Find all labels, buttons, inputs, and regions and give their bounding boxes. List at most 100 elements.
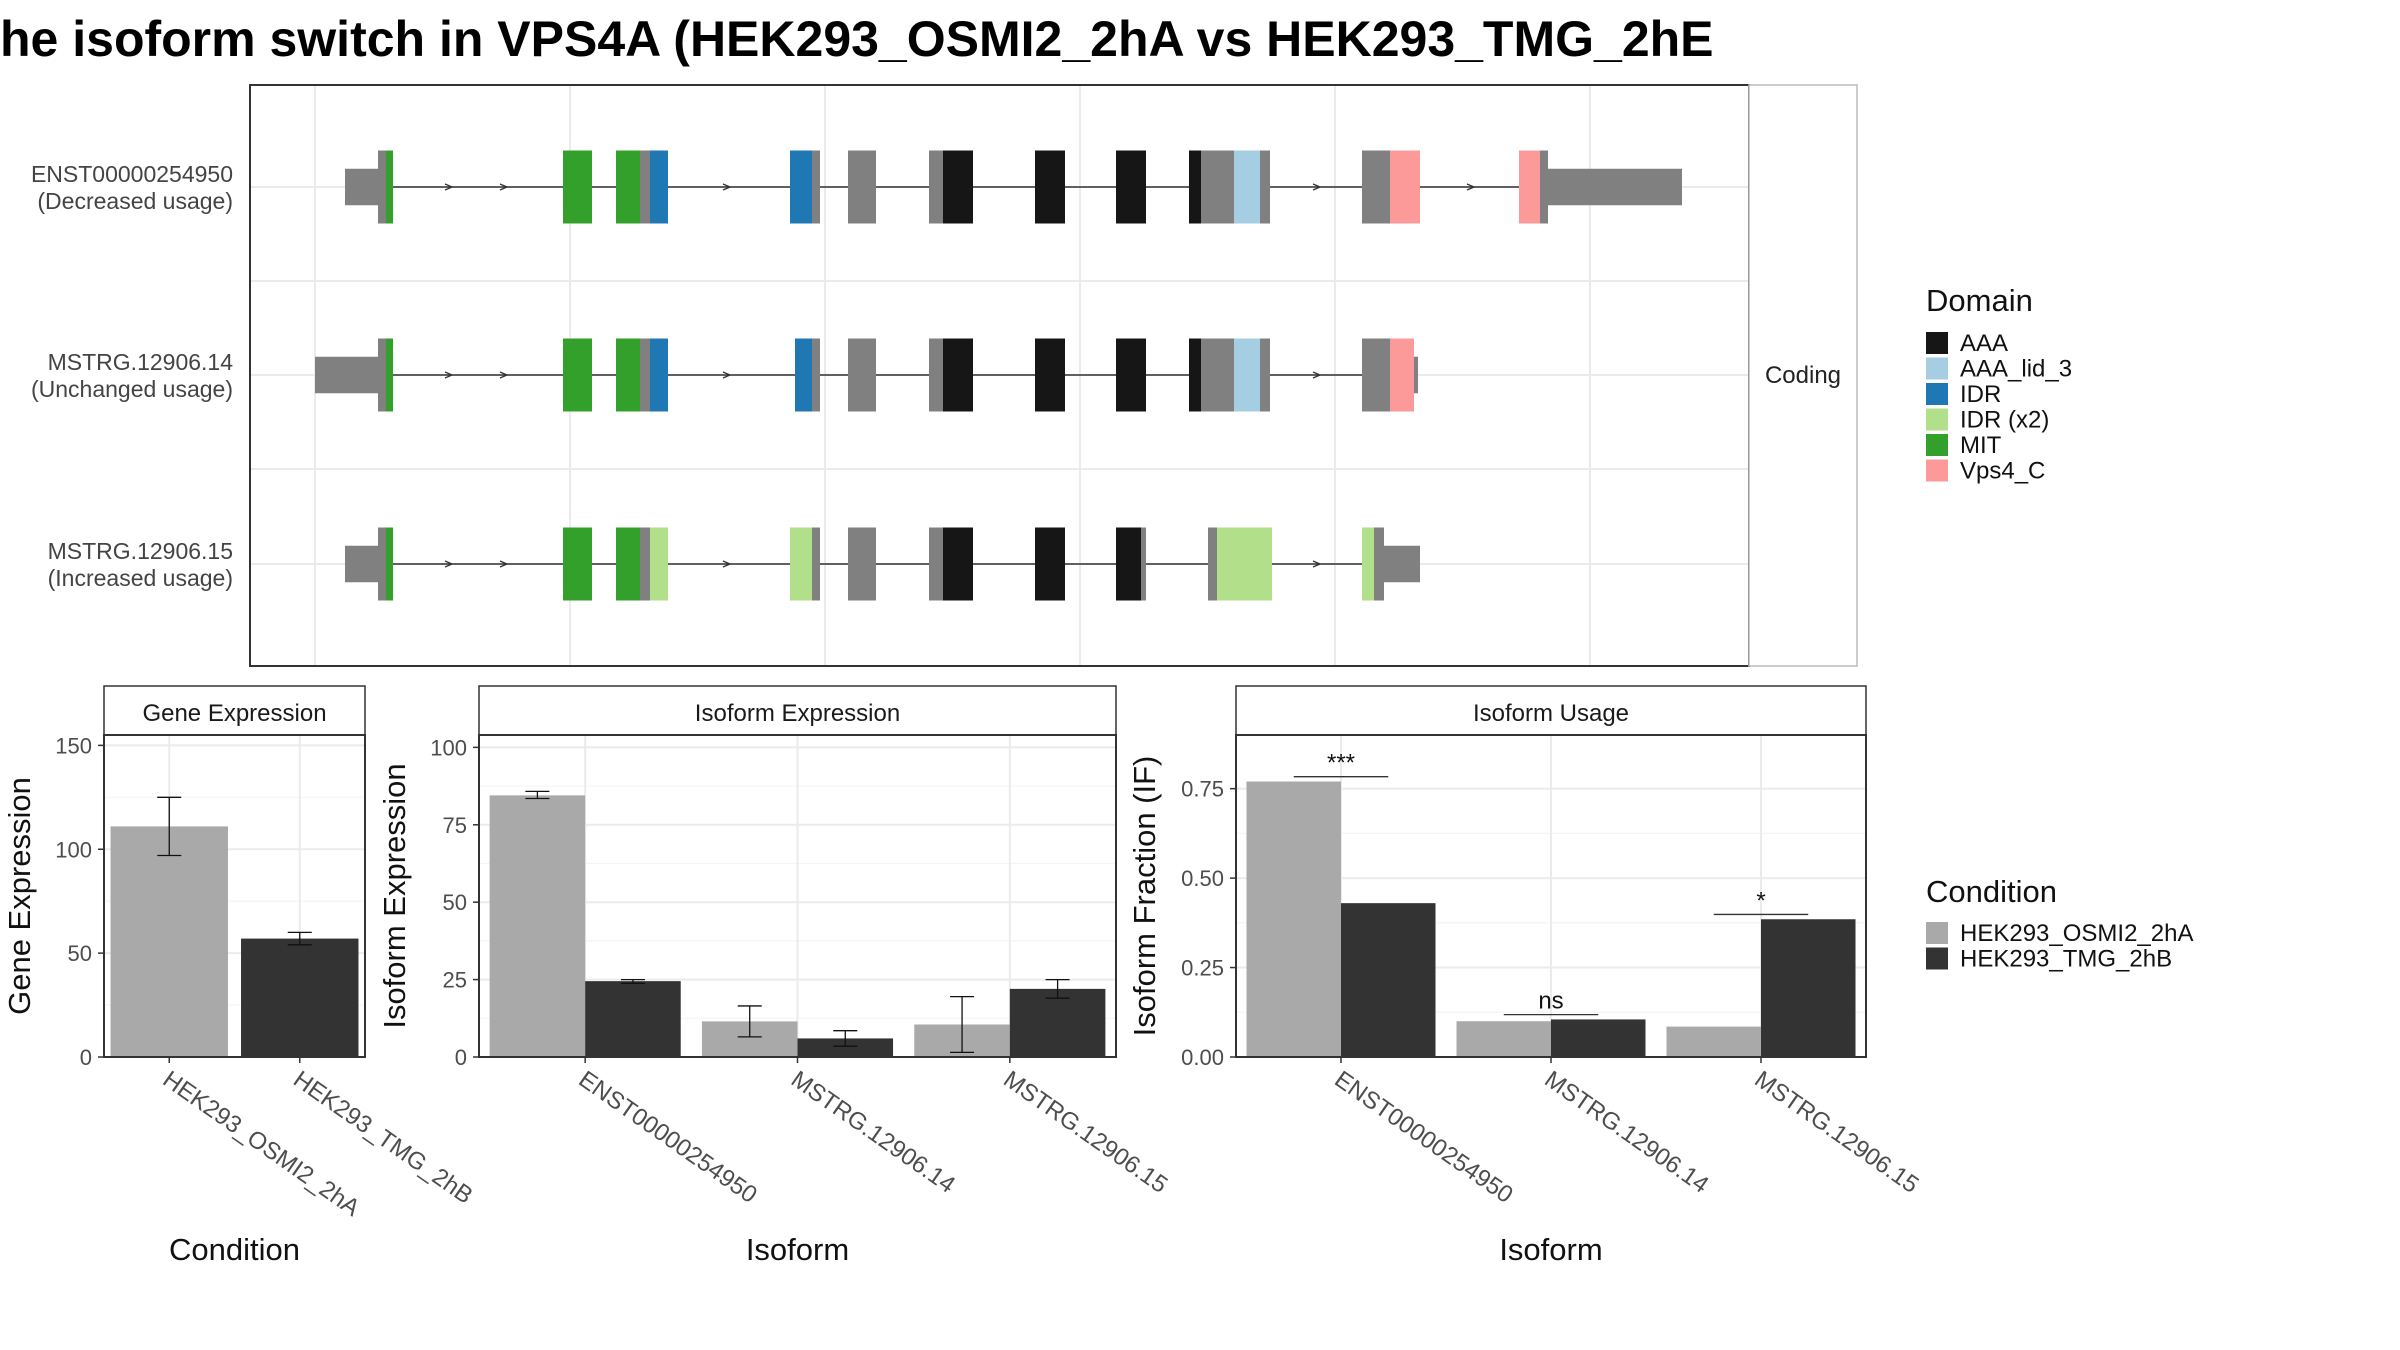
direction-arrow bbox=[1312, 371, 1322, 379]
panel-title: Isoform Expression bbox=[695, 700, 900, 727]
panel-title: Isoform Usage bbox=[1473, 700, 1629, 727]
bar bbox=[1666, 1026, 1761, 1057]
exon-block bbox=[1260, 338, 1270, 412]
exon-block bbox=[795, 338, 812, 412]
x-tick-label: ENST00000254950 bbox=[574, 1066, 762, 1209]
facet-strip bbox=[1748, 84, 1858, 667]
direction-arrow bbox=[1466, 183, 1476, 191]
facet-label: Coding bbox=[1765, 362, 1841, 389]
direction-arrow bbox=[722, 371, 732, 379]
direction-arrow bbox=[1312, 560, 1322, 568]
exon-block bbox=[929, 150, 943, 224]
transcript-row bbox=[345, 527, 1420, 601]
domain-legend-swatch bbox=[1926, 332, 1948, 354]
exon-block bbox=[650, 150, 668, 224]
y-tick-label: 25 bbox=[443, 968, 467, 993]
exon-block bbox=[563, 150, 592, 224]
direction-arrow bbox=[444, 560, 454, 568]
x-tick-label: MSTRG.12906.15 bbox=[998, 1066, 1172, 1199]
exon-block bbox=[1201, 150, 1234, 224]
significance-label: * bbox=[1756, 887, 1765, 914]
exon-block bbox=[790, 150, 812, 224]
isoform-usage: (Increased usage) bbox=[48, 565, 233, 591]
exon-block bbox=[1234, 338, 1260, 412]
bar bbox=[1456, 1021, 1551, 1057]
direction-arrow bbox=[499, 371, 509, 379]
x-axis-title: Isoform bbox=[1499, 1232, 1602, 1267]
isoform-name: MSTRG.12906.15 bbox=[48, 538, 233, 564]
exon-block bbox=[616, 527, 640, 601]
exon-block bbox=[848, 527, 876, 601]
exon-block bbox=[1260, 150, 1270, 224]
exon-block bbox=[616, 150, 640, 224]
y-tick-label: 0 bbox=[80, 1045, 92, 1070]
exon-block bbox=[386, 338, 393, 412]
exon-block bbox=[1035, 338, 1065, 412]
panel-title: Gene Expression bbox=[142, 700, 326, 727]
exon-block bbox=[616, 338, 640, 412]
domain-legend-swatch bbox=[1926, 434, 1948, 456]
domain-legend-swatch bbox=[1926, 383, 1948, 405]
domain-legend-label: MIT bbox=[1960, 432, 2002, 459]
bar bbox=[241, 938, 359, 1057]
exon-block bbox=[640, 527, 650, 601]
exon-block bbox=[1035, 150, 1065, 224]
domain-legend-swatch bbox=[1926, 408, 1948, 431]
direction-arrow bbox=[444, 183, 454, 191]
exon-block bbox=[929, 338, 943, 412]
bar bbox=[1341, 903, 1436, 1057]
exon-block bbox=[943, 338, 973, 412]
bar bbox=[585, 981, 681, 1057]
exon-block bbox=[1548, 168, 1682, 206]
significance-label: ns bbox=[1538, 988, 1563, 1015]
y-tick-label: 100 bbox=[55, 837, 92, 862]
condition-legend-title: Condition bbox=[1926, 874, 2057, 909]
exon-block bbox=[1208, 527, 1217, 601]
exon-block bbox=[386, 527, 393, 601]
domain-legend-title: Domain bbox=[1926, 283, 2033, 318]
x-axis-title: Condition bbox=[169, 1232, 300, 1267]
domain-legend-label: AAA_lid_3 bbox=[1960, 356, 2072, 383]
exon-block bbox=[848, 150, 876, 224]
exon-block bbox=[1384, 545, 1420, 583]
bar bbox=[1009, 988, 1106, 1057]
panel-border bbox=[103, 734, 366, 1058]
significance-label: *** bbox=[1327, 750, 1355, 777]
exon-block bbox=[640, 338, 650, 412]
exon-block bbox=[315, 356, 378, 394]
exon-block bbox=[1201, 338, 1234, 412]
exon-block bbox=[563, 338, 592, 412]
y-tick-label: 150 bbox=[55, 733, 92, 758]
bar bbox=[797, 1038, 894, 1057]
y-tick-label: 0.25 bbox=[1181, 956, 1224, 981]
domain-legend-label: AAA bbox=[1960, 330, 2008, 357]
exon-block bbox=[943, 527, 973, 601]
direction-arrow bbox=[499, 560, 509, 568]
exon-block bbox=[650, 527, 668, 601]
bar bbox=[1551, 1019, 1646, 1057]
exon-block bbox=[345, 168, 378, 206]
y-axis-title: Isoform Fraction (IF) bbox=[1127, 756, 1162, 1037]
exon-block bbox=[563, 527, 592, 601]
domain-legend-label: Vps4_C bbox=[1960, 458, 2045, 485]
isoform-usage-chart: Isoform Usage 0.00 0.25 0.50 0.75 *** ns * ENST0… bbox=[1127, 685, 1923, 1267]
y-axis-title: Isoform Expression bbox=[377, 763, 412, 1028]
direction-arrow bbox=[722, 183, 732, 191]
transcript-row bbox=[315, 338, 1418, 412]
y-tick-label: 100 bbox=[430, 735, 467, 760]
exon-block bbox=[386, 150, 393, 224]
panel-strip bbox=[103, 685, 366, 736]
y-tick-label: 0.50 bbox=[1181, 866, 1224, 891]
condition-legend-swatch bbox=[1926, 947, 1948, 970]
isoform-name: MSTRG.12906.14 bbox=[48, 349, 234, 375]
panel-strip bbox=[478, 685, 1117, 736]
domain-legend-swatch bbox=[1926, 357, 1948, 380]
exon-block bbox=[1116, 527, 1141, 601]
x-tick-label: MSTRG.12906.14 bbox=[1540, 1066, 1714, 1199]
isoform-usage: (Unchanged usage) bbox=[31, 376, 233, 402]
exon-block bbox=[640, 150, 650, 224]
exon-block bbox=[812, 338, 820, 412]
exon-block bbox=[1362, 338, 1390, 412]
direction-arrow bbox=[444, 371, 454, 379]
